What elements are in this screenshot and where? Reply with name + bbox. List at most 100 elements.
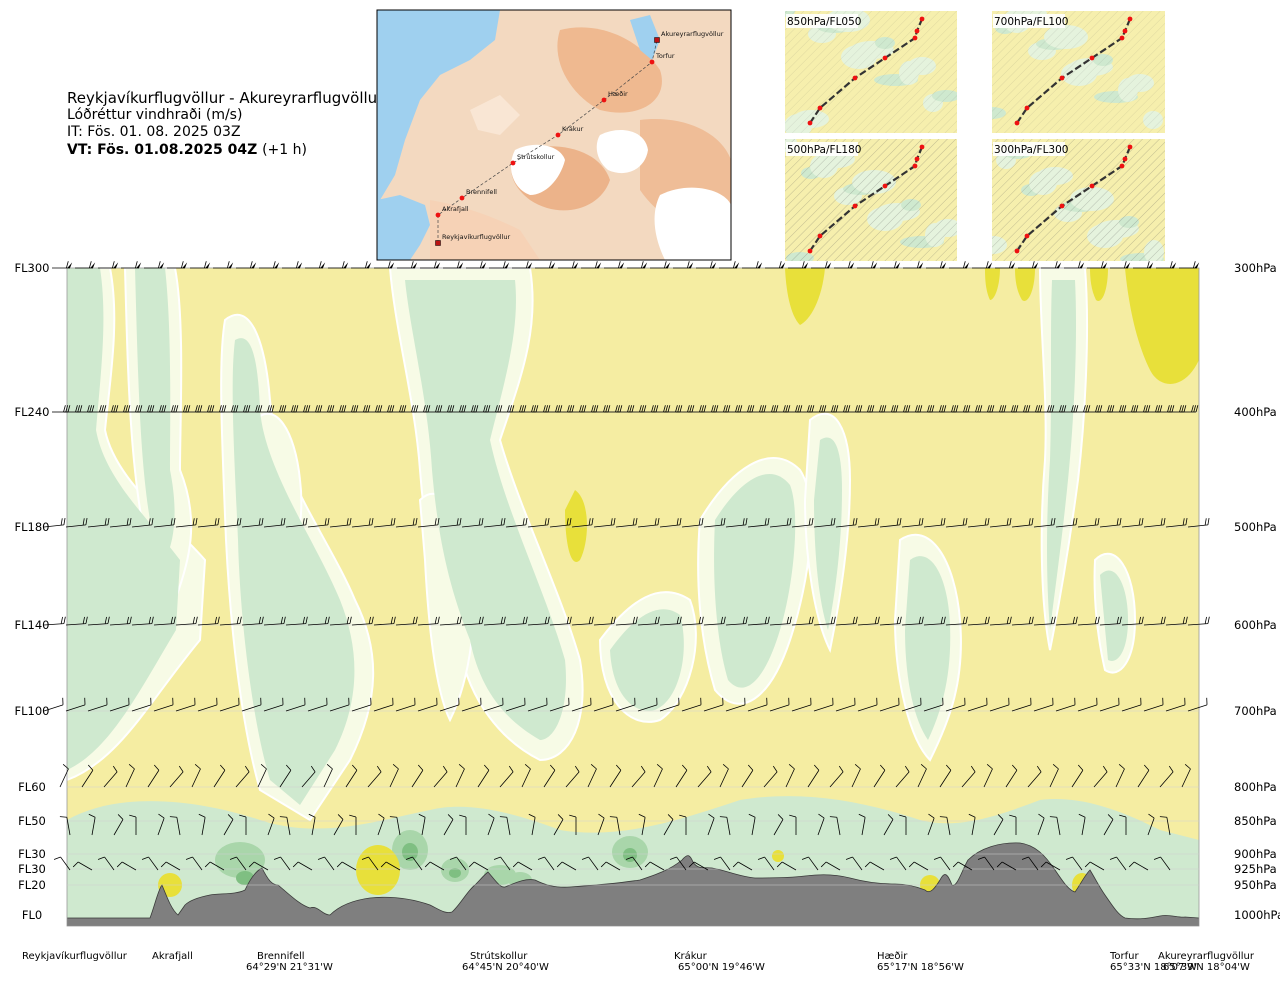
wind-barb bbox=[926, 261, 947, 269]
wind-barb bbox=[466, 261, 487, 269]
wind-barb bbox=[499, 765, 514, 788]
wind-barb bbox=[697, 765, 712, 788]
wind-barb bbox=[395, 697, 416, 712]
wind-barb bbox=[593, 517, 616, 528]
wind-barb bbox=[773, 814, 784, 836]
wind-barb bbox=[858, 813, 866, 836]
wind-barb bbox=[769, 517, 792, 528]
wind-barb bbox=[160, 861, 181, 871]
wind-barb bbox=[461, 517, 484, 528]
wind-barb bbox=[1121, 616, 1144, 626]
wind-barb bbox=[719, 764, 729, 788]
wind-barb bbox=[88, 405, 107, 413]
wind-barb bbox=[279, 764, 292, 788]
wind-barb bbox=[1018, 261, 1039, 269]
wind-barb bbox=[285, 697, 306, 712]
map-waypoint-label: Krákur bbox=[562, 125, 584, 133]
minimap-panel: 500hPa/FL180 bbox=[785, 139, 957, 261]
wind-barb bbox=[1168, 405, 1187, 413]
wind-barb bbox=[703, 616, 726, 626]
wind-barb bbox=[741, 764, 754, 788]
left-level-label: FL240 bbox=[15, 405, 50, 419]
wind-barb bbox=[374, 261, 395, 269]
wind-barb bbox=[571, 697, 592, 712]
wind-barb bbox=[1110, 261, 1131, 269]
x-location-name: Hæðir bbox=[877, 951, 908, 962]
wind-barb bbox=[373, 517, 396, 528]
wind-barb bbox=[235, 765, 250, 788]
map-waypoint: Strútskollur bbox=[510, 153, 555, 166]
wind-barb bbox=[1121, 517, 1144, 528]
wind-barb bbox=[917, 764, 927, 788]
wind-barb bbox=[851, 764, 861, 788]
wind-barb bbox=[351, 697, 372, 712]
wind-barb bbox=[961, 765, 976, 788]
wind-barb bbox=[1179, 261, 1200, 269]
wind-barb bbox=[769, 616, 792, 626]
wind-barb bbox=[329, 616, 352, 626]
left-level-label: FL60 bbox=[18, 780, 46, 794]
wind-barb bbox=[549, 517, 572, 528]
wind-barb bbox=[351, 517, 374, 528]
x-location-label: Akureyrarflugvöllur 65°39'N 18°04'W bbox=[1158, 951, 1254, 973]
wind-barb bbox=[857, 261, 878, 269]
minimap-level-label: 300hPa/FL300 bbox=[994, 144, 1068, 156]
wind-barb bbox=[864, 861, 885, 871]
wind-barb bbox=[964, 405, 983, 413]
wind-barb bbox=[1040, 861, 1061, 871]
wind-barb bbox=[989, 616, 1012, 626]
wind-barb bbox=[307, 697, 328, 712]
wind-barb bbox=[285, 517, 308, 528]
wind-barb bbox=[807, 764, 820, 788]
right-level-label: 300hPa bbox=[1234, 261, 1277, 275]
wind-barb bbox=[1077, 697, 1098, 712]
wind-barb bbox=[336, 861, 357, 871]
wind-barb bbox=[263, 616, 286, 626]
x-location-name: Reykjavíkurflugvöllur bbox=[22, 951, 127, 962]
wind-barb bbox=[549, 616, 572, 626]
wind-barb bbox=[439, 616, 462, 626]
wind-barb bbox=[121, 261, 142, 269]
wind-barb bbox=[373, 697, 394, 712]
wind-barb bbox=[239, 814, 247, 835]
wind-barb bbox=[1064, 261, 1085, 269]
wind-barb bbox=[1077, 517, 1100, 528]
wind-barb bbox=[116, 861, 137, 871]
wind-barb bbox=[527, 697, 548, 712]
wind-barb bbox=[835, 616, 858, 626]
map-waypoint-label: Strútskollur bbox=[517, 153, 555, 161]
wind-barb bbox=[571, 517, 594, 528]
x-location-name: Akureyrarflugvöllur bbox=[1158, 951, 1255, 962]
wind-barb bbox=[1137, 764, 1150, 788]
wind-barb bbox=[949, 261, 970, 269]
map-waypoint: Krákur bbox=[555, 125, 584, 138]
right-level-label: 400hPa bbox=[1234, 405, 1277, 419]
wind-barb bbox=[131, 517, 154, 528]
wind-barb bbox=[856, 405, 875, 413]
wind-barb bbox=[788, 261, 809, 269]
wind-barb bbox=[389, 764, 399, 788]
wind-barb bbox=[1011, 616, 1034, 626]
wind-barb bbox=[895, 765, 910, 788]
wind-barb bbox=[97, 856, 115, 871]
wind-barb bbox=[785, 764, 795, 788]
wind-barb bbox=[131, 697, 152, 712]
wind-barb bbox=[535, 261, 556, 269]
wind-barb bbox=[443, 261, 464, 269]
wind-barb bbox=[87, 517, 110, 528]
wind-barb bbox=[241, 517, 264, 528]
wind-barb bbox=[175, 616, 198, 626]
wind-barb bbox=[1133, 261, 1154, 269]
wind-barb bbox=[1159, 816, 1171, 836]
wind-barb bbox=[967, 616, 990, 626]
wind-barbs bbox=[43, 261, 1210, 871]
wind-barb bbox=[197, 517, 220, 528]
wind-barb bbox=[219, 697, 240, 712]
wind-barb bbox=[1187, 697, 1208, 712]
wind-barb bbox=[725, 697, 746, 712]
wind-barb bbox=[996, 861, 1017, 871]
wind-barb bbox=[329, 517, 352, 528]
wind-barb bbox=[901, 517, 924, 528]
wind-barb bbox=[229, 856, 247, 871]
